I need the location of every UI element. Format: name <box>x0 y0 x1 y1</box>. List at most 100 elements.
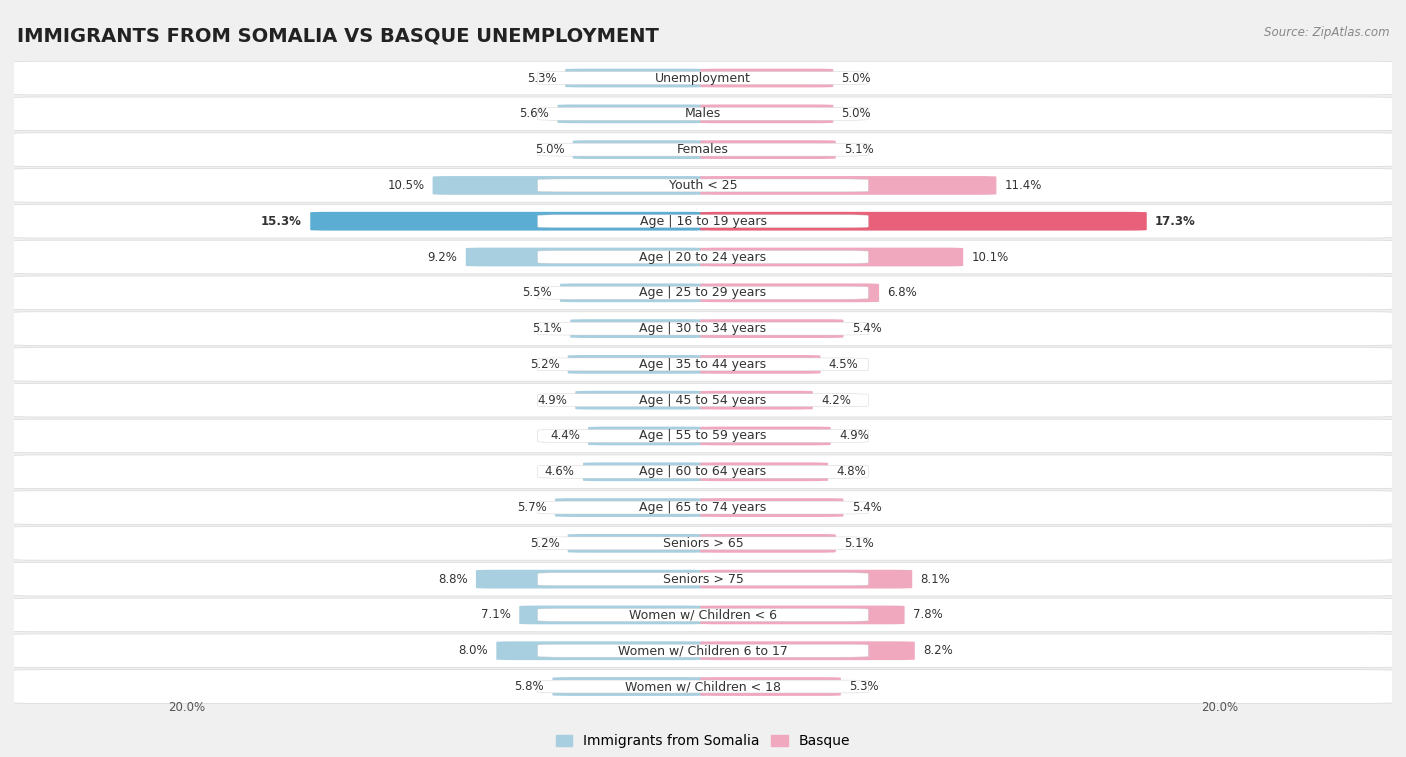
Text: 4.6%: 4.6% <box>546 466 575 478</box>
Text: 5.2%: 5.2% <box>530 537 560 550</box>
Text: Females: Females <box>678 143 728 156</box>
FancyBboxPatch shape <box>588 427 706 445</box>
Text: 8.8%: 8.8% <box>439 572 468 586</box>
Text: 5.3%: 5.3% <box>527 72 557 85</box>
Text: Seniors > 75: Seniors > 75 <box>662 572 744 586</box>
Text: Age | 55 to 59 years: Age | 55 to 59 years <box>640 429 766 443</box>
Text: 5.8%: 5.8% <box>515 680 544 693</box>
FancyBboxPatch shape <box>7 670 1399 703</box>
FancyBboxPatch shape <box>537 72 869 85</box>
FancyBboxPatch shape <box>700 534 835 553</box>
Text: 9.2%: 9.2% <box>427 251 457 263</box>
Text: 5.4%: 5.4% <box>852 501 882 514</box>
FancyBboxPatch shape <box>537 143 869 156</box>
Text: 5.0%: 5.0% <box>841 107 872 120</box>
FancyBboxPatch shape <box>433 176 706 195</box>
FancyBboxPatch shape <box>311 212 706 231</box>
FancyBboxPatch shape <box>7 491 1399 525</box>
FancyBboxPatch shape <box>7 562 1399 596</box>
FancyBboxPatch shape <box>537 286 869 299</box>
FancyBboxPatch shape <box>496 641 706 660</box>
FancyBboxPatch shape <box>7 598 1399 632</box>
Text: Age | 65 to 74 years: Age | 65 to 74 years <box>640 501 766 514</box>
Text: 5.0%: 5.0% <box>534 143 565 156</box>
FancyBboxPatch shape <box>537 644 869 657</box>
FancyBboxPatch shape <box>537 107 869 120</box>
FancyBboxPatch shape <box>465 248 706 266</box>
FancyBboxPatch shape <box>7 169 1399 202</box>
FancyBboxPatch shape <box>700 140 835 159</box>
Text: 5.5%: 5.5% <box>522 286 551 299</box>
FancyBboxPatch shape <box>7 61 1399 95</box>
FancyBboxPatch shape <box>7 634 1399 668</box>
FancyBboxPatch shape <box>700 355 821 374</box>
FancyBboxPatch shape <box>700 606 904 625</box>
Text: 4.4%: 4.4% <box>550 429 579 443</box>
Text: 5.4%: 5.4% <box>852 322 882 335</box>
FancyBboxPatch shape <box>7 419 1399 453</box>
FancyBboxPatch shape <box>7 276 1399 310</box>
Text: 4.9%: 4.9% <box>537 394 567 407</box>
FancyBboxPatch shape <box>558 104 706 123</box>
FancyBboxPatch shape <box>700 498 844 517</box>
Text: Women w/ Children < 6: Women w/ Children < 6 <box>628 609 778 621</box>
Text: Unemployment: Unemployment <box>655 72 751 85</box>
FancyBboxPatch shape <box>700 212 1147 231</box>
FancyBboxPatch shape <box>700 69 834 87</box>
FancyBboxPatch shape <box>700 678 841 696</box>
Text: Source: ZipAtlas.com: Source: ZipAtlas.com <box>1264 26 1389 39</box>
Text: 8.1%: 8.1% <box>921 572 950 586</box>
Text: 5.1%: 5.1% <box>533 322 562 335</box>
FancyBboxPatch shape <box>700 463 828 481</box>
FancyBboxPatch shape <box>571 319 706 338</box>
Text: Age | 45 to 54 years: Age | 45 to 54 years <box>640 394 766 407</box>
Text: Age | 16 to 19 years: Age | 16 to 19 years <box>640 215 766 228</box>
Text: Age | 30 to 34 years: Age | 30 to 34 years <box>640 322 766 335</box>
FancyBboxPatch shape <box>560 283 706 302</box>
Text: 4.2%: 4.2% <box>821 394 851 407</box>
FancyBboxPatch shape <box>700 391 813 410</box>
FancyBboxPatch shape <box>519 606 706 625</box>
Text: 5.7%: 5.7% <box>517 501 547 514</box>
FancyBboxPatch shape <box>572 140 706 159</box>
Text: 11.4%: 11.4% <box>1005 179 1042 192</box>
Text: 20.0%: 20.0% <box>1201 701 1239 714</box>
FancyBboxPatch shape <box>583 463 706 481</box>
FancyBboxPatch shape <box>700 641 915 660</box>
FancyBboxPatch shape <box>537 573 869 586</box>
FancyBboxPatch shape <box>537 215 869 228</box>
FancyBboxPatch shape <box>537 251 869 263</box>
FancyBboxPatch shape <box>700 248 963 266</box>
Text: 10.1%: 10.1% <box>972 251 1008 263</box>
Text: Age | 60 to 64 years: Age | 60 to 64 years <box>640 466 766 478</box>
FancyBboxPatch shape <box>568 355 706 374</box>
Text: 7.1%: 7.1% <box>481 609 510 621</box>
Text: 8.2%: 8.2% <box>924 644 953 657</box>
FancyBboxPatch shape <box>7 455 1399 488</box>
FancyBboxPatch shape <box>7 204 1399 238</box>
Text: Women w/ Children < 18: Women w/ Children < 18 <box>626 680 780 693</box>
FancyBboxPatch shape <box>7 240 1399 274</box>
FancyBboxPatch shape <box>7 527 1399 560</box>
FancyBboxPatch shape <box>537 179 869 192</box>
FancyBboxPatch shape <box>7 97 1399 131</box>
FancyBboxPatch shape <box>568 534 706 553</box>
Text: Women w/ Children 6 to 17: Women w/ Children 6 to 17 <box>619 644 787 657</box>
Text: 17.3%: 17.3% <box>1154 215 1195 228</box>
Text: Age | 35 to 44 years: Age | 35 to 44 years <box>640 358 766 371</box>
FancyBboxPatch shape <box>537 429 869 442</box>
Text: 5.2%: 5.2% <box>530 358 560 371</box>
Text: 4.8%: 4.8% <box>837 466 866 478</box>
FancyBboxPatch shape <box>700 283 879 302</box>
Text: 4.5%: 4.5% <box>828 358 859 371</box>
Text: Males: Males <box>685 107 721 120</box>
FancyBboxPatch shape <box>537 466 869 478</box>
Text: 5.1%: 5.1% <box>844 143 873 156</box>
FancyBboxPatch shape <box>537 322 869 335</box>
FancyBboxPatch shape <box>537 609 869 621</box>
Text: 5.6%: 5.6% <box>519 107 550 120</box>
FancyBboxPatch shape <box>537 680 869 693</box>
FancyBboxPatch shape <box>537 358 869 371</box>
FancyBboxPatch shape <box>700 176 997 195</box>
Text: Age | 20 to 24 years: Age | 20 to 24 years <box>640 251 766 263</box>
